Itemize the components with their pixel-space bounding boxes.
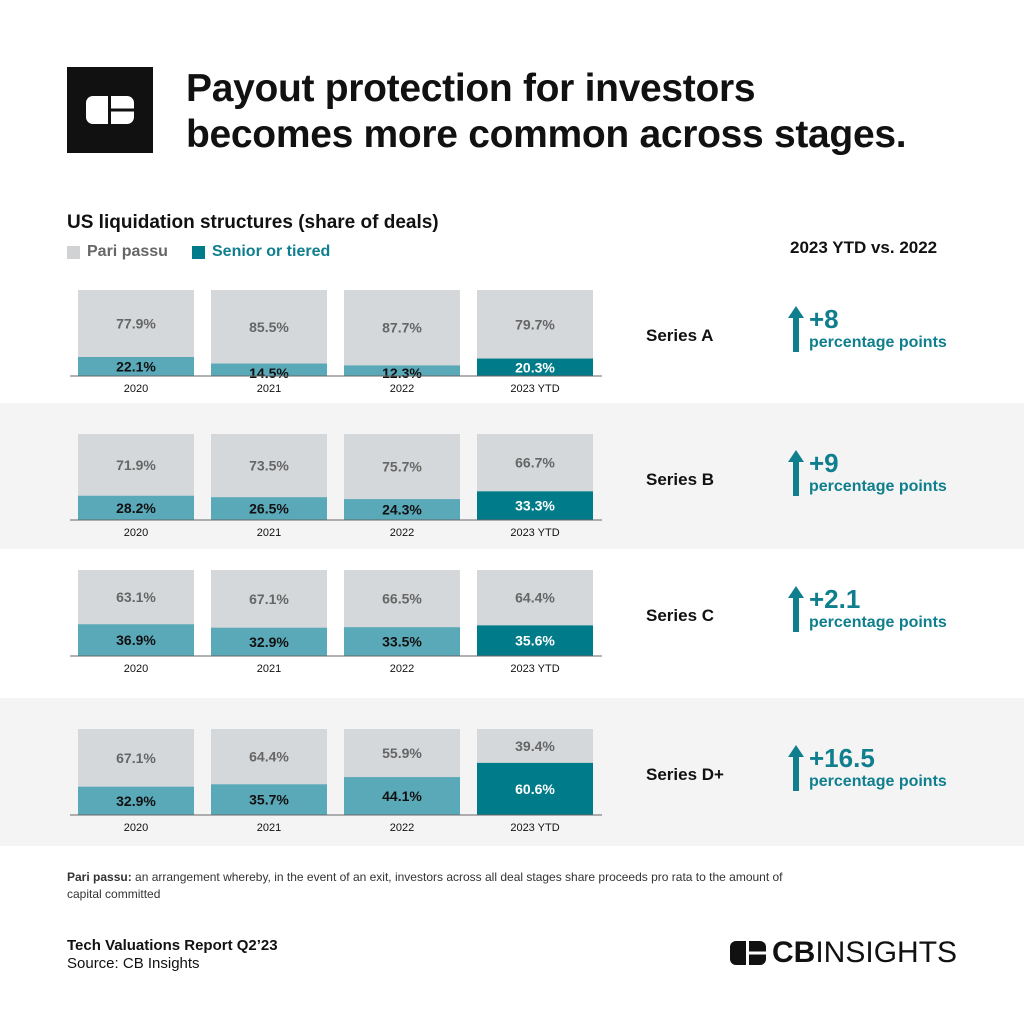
x-tick-label: 2022 — [390, 822, 414, 834]
label-senior: 12.3% — [382, 365, 422, 381]
label-senior: 14.5% — [249, 365, 289, 381]
stage-label: Series D+ — [646, 765, 724, 784]
comparison-header: 2023 YTD vs. 2022 — [790, 238, 938, 257]
cb-logo — [67, 67, 153, 153]
page-title: Payout protection for investors becomes m… — [186, 67, 907, 156]
label-pari-passu: 87.7% — [382, 320, 422, 336]
bar-senior — [344, 627, 460, 656]
delta-value: +16.5 — [809, 743, 875, 773]
bar-senior — [211, 497, 327, 520]
bar-senior — [344, 499, 460, 520]
label-pari-passu: 79.7% — [515, 316, 555, 332]
label-pari-passu: 55.9% — [382, 745, 422, 761]
label-pari-passu: 71.9% — [116, 457, 156, 473]
stage-label: Series B — [646, 470, 714, 489]
legend-senior: Senior or tiered — [192, 243, 330, 261]
label-pari-passu: 64.4% — [515, 590, 555, 606]
legend-pari-passu: Pari passu — [67, 243, 168, 261]
bar-senior — [477, 358, 593, 376]
label-senior: 35.6% — [515, 633, 555, 649]
label-pari-passu: 66.5% — [382, 591, 422, 607]
label-senior: 33.3% — [515, 498, 555, 514]
x-tick-label: 2023 YTD — [510, 663, 559, 675]
label-senior: 44.1% — [382, 788, 422, 804]
x-tick-label: 2023 YTD — [510, 383, 559, 395]
delta-value: +8 — [809, 304, 839, 334]
footnote: Pari passu: an arrangement whereby, in t… — [67, 870, 783, 901]
label-senior: 60.6% — [515, 781, 555, 797]
label-senior: 20.3% — [515, 359, 555, 375]
label-senior: 24.3% — [382, 502, 422, 518]
up-arrow-icon — [788, 450, 804, 496]
label-pari-passu: 75.7% — [382, 459, 422, 475]
label-senior: 28.2% — [116, 500, 156, 516]
x-tick-label: 2023 YTD — [510, 527, 559, 539]
bar-pari-passu — [211, 290, 327, 376]
label-pari-passu: 77.9% — [116, 315, 156, 331]
bar-senior — [477, 491, 593, 520]
delta-unit: percentage points — [809, 773, 947, 790]
x-tick-label: 2020 — [124, 383, 148, 395]
chart-title: US liquidation structures (share of deal… — [67, 212, 439, 233]
bar-senior — [344, 777, 460, 815]
bar-senior — [78, 356, 194, 376]
bar-senior — [477, 625, 593, 656]
x-tick-label: 2021 — [257, 822, 281, 834]
report-name: Tech Valuations Report Q2’23 — [67, 937, 278, 954]
bar-senior — [477, 762, 593, 815]
stage-label: Series C — [646, 606, 714, 625]
stacked-bar-chart: 77.9% 22.1% 2020 85.5% 14.5% 2021 87.7% 12.3% 20… — [70, 290, 947, 834]
delta-unit: percentage points — [809, 614, 947, 631]
bar-senior — [78, 495, 194, 520]
delta-value: +2.1 — [809, 584, 860, 614]
label-senior: 33.5% — [382, 634, 422, 650]
x-tick-label: 2022 — [390, 383, 414, 395]
bar-senior — [78, 786, 194, 815]
label-senior: 32.9% — [249, 634, 289, 650]
up-arrow-icon — [788, 745, 804, 791]
bar-pari-passu — [344, 290, 460, 376]
stage-label: Series A — [646, 326, 713, 345]
cb-insights-logo: CBINSIGHTS — [730, 936, 957, 970]
label-senior: 35.7% — [249, 792, 289, 808]
up-arrow-icon — [788, 306, 804, 352]
x-tick-label: 2021 — [257, 527, 281, 539]
bar-senior — [78, 624, 194, 656]
label-pari-passu: 66.7% — [515, 455, 555, 471]
label-senior: 22.1% — [116, 358, 156, 374]
label-senior: 32.9% — [116, 793, 156, 809]
label-pari-passu: 73.5% — [249, 458, 289, 474]
delta-unit: percentage points — [809, 478, 947, 495]
label-senior: 36.9% — [116, 632, 156, 648]
up-arrow-icon — [788, 586, 804, 632]
bar-senior — [211, 784, 327, 815]
x-tick-label: 2023 YTD — [510, 822, 559, 834]
x-tick-label: 2020 — [124, 527, 148, 539]
bar-senior — [211, 363, 327, 376]
bar-senior — [211, 627, 327, 656]
delta-unit: percentage points — [809, 334, 947, 351]
x-tick-label: 2020 — [124, 663, 148, 675]
label-senior: 26.5% — [249, 501, 289, 517]
x-tick-label: 2021 — [257, 383, 281, 395]
label-pari-passu: 64.4% — [249, 749, 289, 765]
label-pari-passu: 67.1% — [249, 591, 289, 607]
label-pari-passu: 67.1% — [116, 750, 156, 766]
label-pari-passu: 63.1% — [116, 589, 156, 605]
delta-value: +9 — [809, 448, 839, 478]
x-tick-label: 2022 — [390, 527, 414, 539]
label-pari-passu: 85.5% — [249, 319, 289, 335]
x-tick-label: 2020 — [124, 822, 148, 834]
x-tick-label: 2021 — [257, 663, 281, 675]
bar-senior — [344, 365, 460, 376]
label-pari-passu: 39.4% — [515, 738, 555, 754]
x-tick-label: 2022 — [390, 663, 414, 675]
source: Source: CB Insights — [67, 955, 200, 972]
